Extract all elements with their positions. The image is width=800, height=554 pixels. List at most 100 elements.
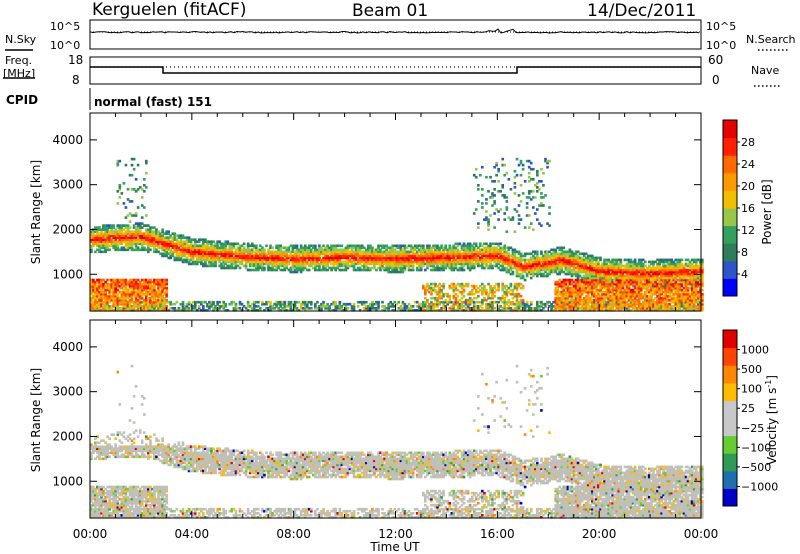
power-cell <box>450 248 454 252</box>
power-cell <box>452 294 456 298</box>
power-cell <box>377 266 380 270</box>
power-cell <box>224 309 228 312</box>
power-cell <box>540 202 543 205</box>
power-cell <box>625 309 629 312</box>
power-cell <box>462 250 466 254</box>
power-cell <box>527 175 531 179</box>
power-cell <box>597 282 600 286</box>
power-cell <box>161 286 164 290</box>
power-cell <box>456 250 460 254</box>
power-cell <box>560 250 564 254</box>
power-cell <box>257 248 260 252</box>
power-cell <box>568 294 572 298</box>
power-cell <box>509 309 513 312</box>
power-cell <box>102 232 105 236</box>
power-cell <box>187 250 191 254</box>
power-cell <box>491 194 494 197</box>
power-cell <box>501 284 505 288</box>
power-cell <box>147 248 150 252</box>
power-cell <box>232 242 236 246</box>
power-cell <box>356 246 360 250</box>
power-cell <box>126 302 130 306</box>
power-cell <box>623 305 627 308</box>
power-cell <box>542 184 545 187</box>
power-cell <box>279 246 283 250</box>
power-cell <box>385 250 388 254</box>
power-cell <box>387 246 391 250</box>
power-cell <box>171 238 175 242</box>
power-cell <box>255 305 258 308</box>
power-cell <box>589 282 592 286</box>
power-cell <box>220 252 223 256</box>
power-cell <box>456 302 460 306</box>
power-cell <box>542 256 545 260</box>
power-cell <box>495 282 498 286</box>
power-cell <box>627 294 631 298</box>
power-cell <box>595 302 598 306</box>
power-cell <box>147 284 150 288</box>
power-cell <box>96 307 99 310</box>
power-cell <box>450 309 454 312</box>
power-cell <box>474 250 478 254</box>
power-cell <box>92 284 95 288</box>
power-cell <box>161 254 164 258</box>
power-cell <box>161 230 164 234</box>
power-cell <box>210 262 213 266</box>
power-cell <box>597 294 600 298</box>
power-cell <box>460 284 464 288</box>
power-cell <box>208 262 211 266</box>
power-cell <box>419 262 423 266</box>
power-cell <box>584 294 588 298</box>
power-cell <box>96 309 99 312</box>
power-cell <box>617 276 621 280</box>
power-cell <box>536 208 539 211</box>
power-cell <box>350 309 354 312</box>
power-cell <box>224 250 228 254</box>
power-cell <box>586 272 590 276</box>
power-cell <box>391 252 395 256</box>
power-cell <box>277 260 281 264</box>
power-cell <box>98 300 101 304</box>
power-cell <box>419 250 423 254</box>
power-cell <box>401 270 405 274</box>
power-cell <box>301 268 305 272</box>
power-cell <box>224 305 228 308</box>
power-cell <box>405 262 409 266</box>
power-cell <box>161 307 164 310</box>
power-cell <box>450 262 454 266</box>
power-cell <box>259 262 262 266</box>
power-cell <box>385 244 388 248</box>
power-cell <box>261 266 264 270</box>
power-cell <box>299 266 303 270</box>
power-cell <box>513 264 517 268</box>
power-cell <box>169 240 173 244</box>
power-cell <box>151 307 154 310</box>
power-cell <box>181 305 185 308</box>
power-cell <box>124 292 128 296</box>
power-cell <box>369 252 372 256</box>
power-cell <box>320 305 323 308</box>
power-cell <box>285 262 289 266</box>
power-cell <box>601 286 604 290</box>
power-cell <box>623 290 627 294</box>
power-cell <box>442 256 445 260</box>
power-cell <box>104 226 107 229</box>
power-cell <box>283 264 287 268</box>
power-cell <box>625 270 629 274</box>
power-cell <box>519 173 523 177</box>
power-cell <box>534 309 537 312</box>
power-cell <box>163 290 166 294</box>
power-cell <box>470 252 474 256</box>
power-cell <box>454 246 458 250</box>
power-cell <box>356 300 360 304</box>
power-cell <box>481 188 484 191</box>
power-cell <box>281 254 285 258</box>
power-cell <box>540 180 543 183</box>
power-cell <box>177 258 181 262</box>
power-cell <box>601 280 604 284</box>
power-cell <box>436 264 439 268</box>
power-cell <box>110 309 114 312</box>
power-cell <box>532 167 535 171</box>
power-cell <box>540 268 543 272</box>
power-cell <box>220 246 223 250</box>
